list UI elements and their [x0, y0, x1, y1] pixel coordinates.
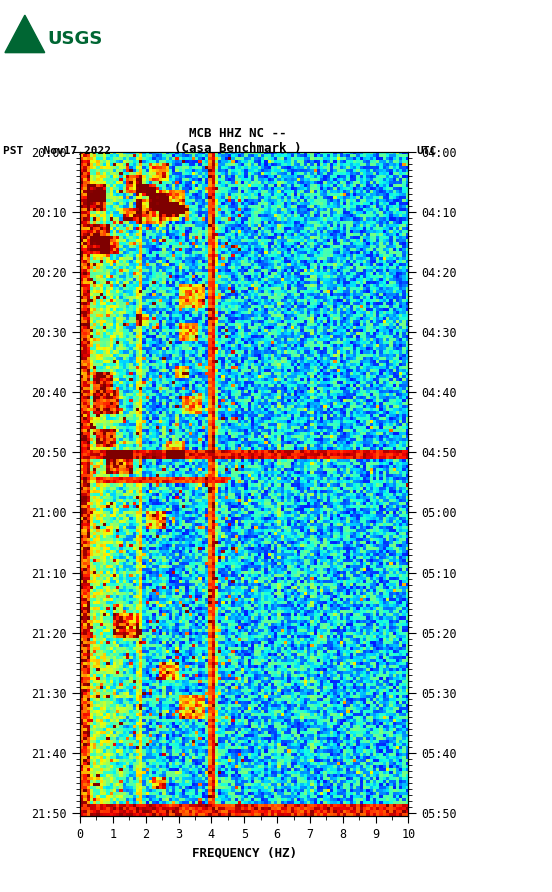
X-axis label: FREQUENCY (HZ): FREQUENCY (HZ)	[192, 847, 297, 860]
Text: PST   Nov17,2022: PST Nov17,2022	[3, 146, 111, 156]
Text: UTC: UTC	[417, 146, 437, 156]
Text: (Casa Benchmark ): (Casa Benchmark )	[174, 142, 301, 155]
Text: USGS: USGS	[47, 30, 103, 48]
Polygon shape	[5, 15, 45, 53]
Text: MCB HHZ NC --: MCB HHZ NC --	[189, 127, 286, 140]
